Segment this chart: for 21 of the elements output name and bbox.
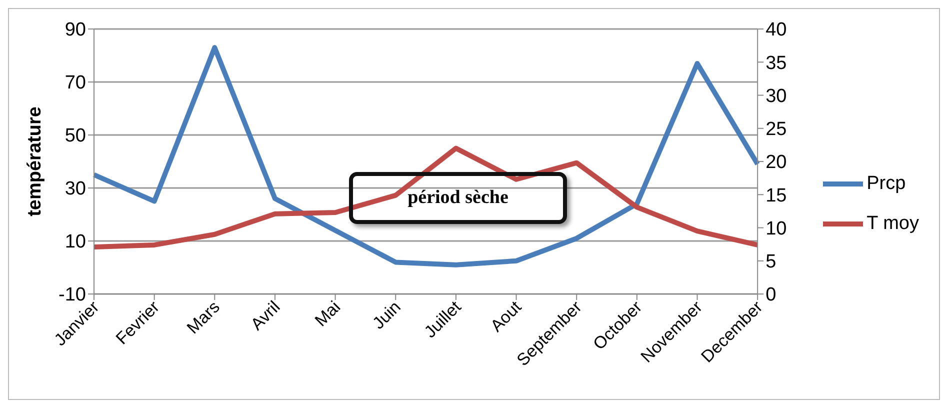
y-tick-label: -10 <box>58 284 86 306</box>
annotation: périod sèche <box>408 187 508 209</box>
y2-tick-label: 10 <box>766 218 787 240</box>
y-tick-label: 70 <box>64 72 86 94</box>
y2-tick-label: 25 <box>766 119 787 140</box>
y2-tick-label: 15 <box>766 185 787 206</box>
y2-tick-label: 40 <box>766 20 787 41</box>
y-axis-title: température <box>24 106 46 216</box>
y2-tick-label: 30 <box>766 86 787 107</box>
x-tick-label: Mai <box>311 297 344 330</box>
legend-label: T moy <box>866 213 919 234</box>
y2-tick-label: 35 <box>766 52 787 74</box>
y-tick-label: 50 <box>64 126 86 147</box>
y2-tick-label: 20 <box>766 152 787 174</box>
x-tick-label: Juin <box>368 297 404 333</box>
y2-tick-label: 5 <box>766 252 776 273</box>
y-tick-label: 90 <box>64 20 86 41</box>
y2-tick-label: 0 <box>766 284 776 306</box>
legend-label: Prcp <box>866 173 906 194</box>
y-tick-label: 30 <box>64 178 86 200</box>
y-tick-label: 10 <box>64 232 86 253</box>
